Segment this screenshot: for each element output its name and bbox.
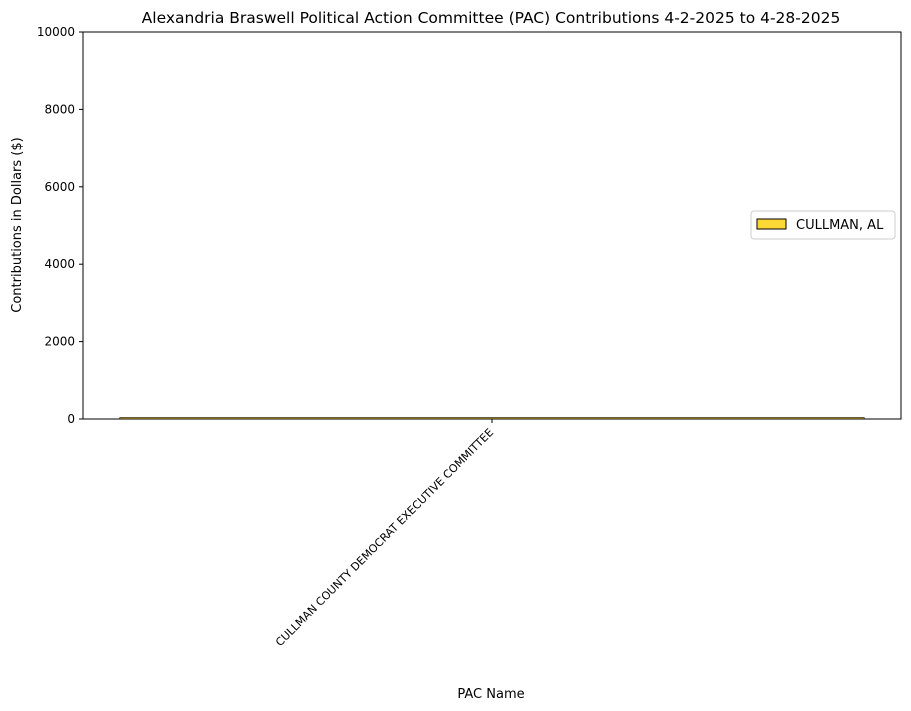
y-axis: 0 2000 4000 6000 8000 10000: [37, 25, 83, 426]
x-axis: CULLMAN COUNTY DEMOCRAT EXECUTIVE COMMIT…: [273, 419, 496, 649]
y-tick-label: 6000: [44, 180, 75, 194]
y-tick-label: 0: [67, 412, 75, 426]
x-tick-label: CULLMAN COUNTY DEMOCRAT EXECUTIVE COMMIT…: [273, 426, 496, 649]
y-tick-label: 8000: [44, 102, 75, 116]
legend: CULLMAN, AL: [750, 210, 896, 240]
y-tick-label: 4000: [44, 257, 75, 271]
x-axis-title: PAC Name: [457, 687, 524, 702]
legend-box: [750, 210, 896, 240]
y-tick-label: 2000: [44, 335, 75, 349]
legend-label: CULLMAN, AL: [796, 218, 884, 233]
legend-swatch: [756, 218, 787, 230]
y-tick-label: 10000: [37, 25, 75, 39]
y-axis-title: Contributions in Dollars ($): [10, 137, 25, 312]
chart-title: Alexandria Braswell Political Action Com…: [142, 9, 841, 27]
plot-frame: [82, 31, 902, 420]
